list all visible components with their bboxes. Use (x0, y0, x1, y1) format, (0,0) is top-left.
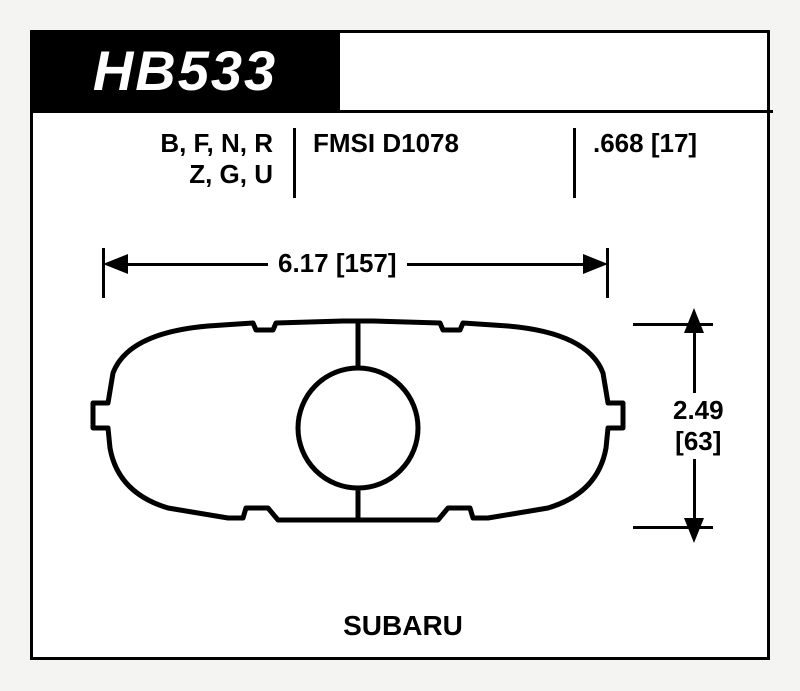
info-divider-2 (573, 128, 576, 198)
compounds-line-1: B, F, N, R (160, 128, 273, 158)
arrow-right-icon (583, 254, 608, 274)
height-in: 2.49 (673, 395, 724, 425)
info-divider-1 (293, 128, 296, 198)
brake-pad-outline (78, 308, 638, 538)
spec-frame: HB533 B, F, N, R Z, G, U FMSI D1078 .668… (30, 30, 770, 660)
header-rule (33, 110, 773, 113)
compounds-cell: B, F, N, R Z, G, U (103, 128, 273, 208)
fmsi-cell: FMSI D1078 (313, 128, 563, 208)
info-row: B, F, N, R Z, G, U FMSI D1078 .668 [17] (33, 128, 773, 208)
vehicle-brand: SUBARU (33, 610, 773, 642)
arrow-down-icon (684, 518, 704, 543)
arrow-left-icon (103, 254, 128, 274)
part-number: HB533 (93, 38, 277, 103)
part-number-header: HB533 (30, 30, 340, 110)
width-dimension-label: 6.17 [157] (268, 248, 407, 279)
thickness-cell: .668 [17] (593, 128, 763, 208)
compounds-line-2: Z, G, U (103, 159, 273, 190)
arrow-up-icon (684, 308, 704, 333)
height-dimension-label: 2.49 [63] (673, 393, 724, 459)
pad-diagram: 6.17 [157] 2.49 [63] (33, 233, 773, 583)
height-mm: [63] (675, 426, 721, 456)
